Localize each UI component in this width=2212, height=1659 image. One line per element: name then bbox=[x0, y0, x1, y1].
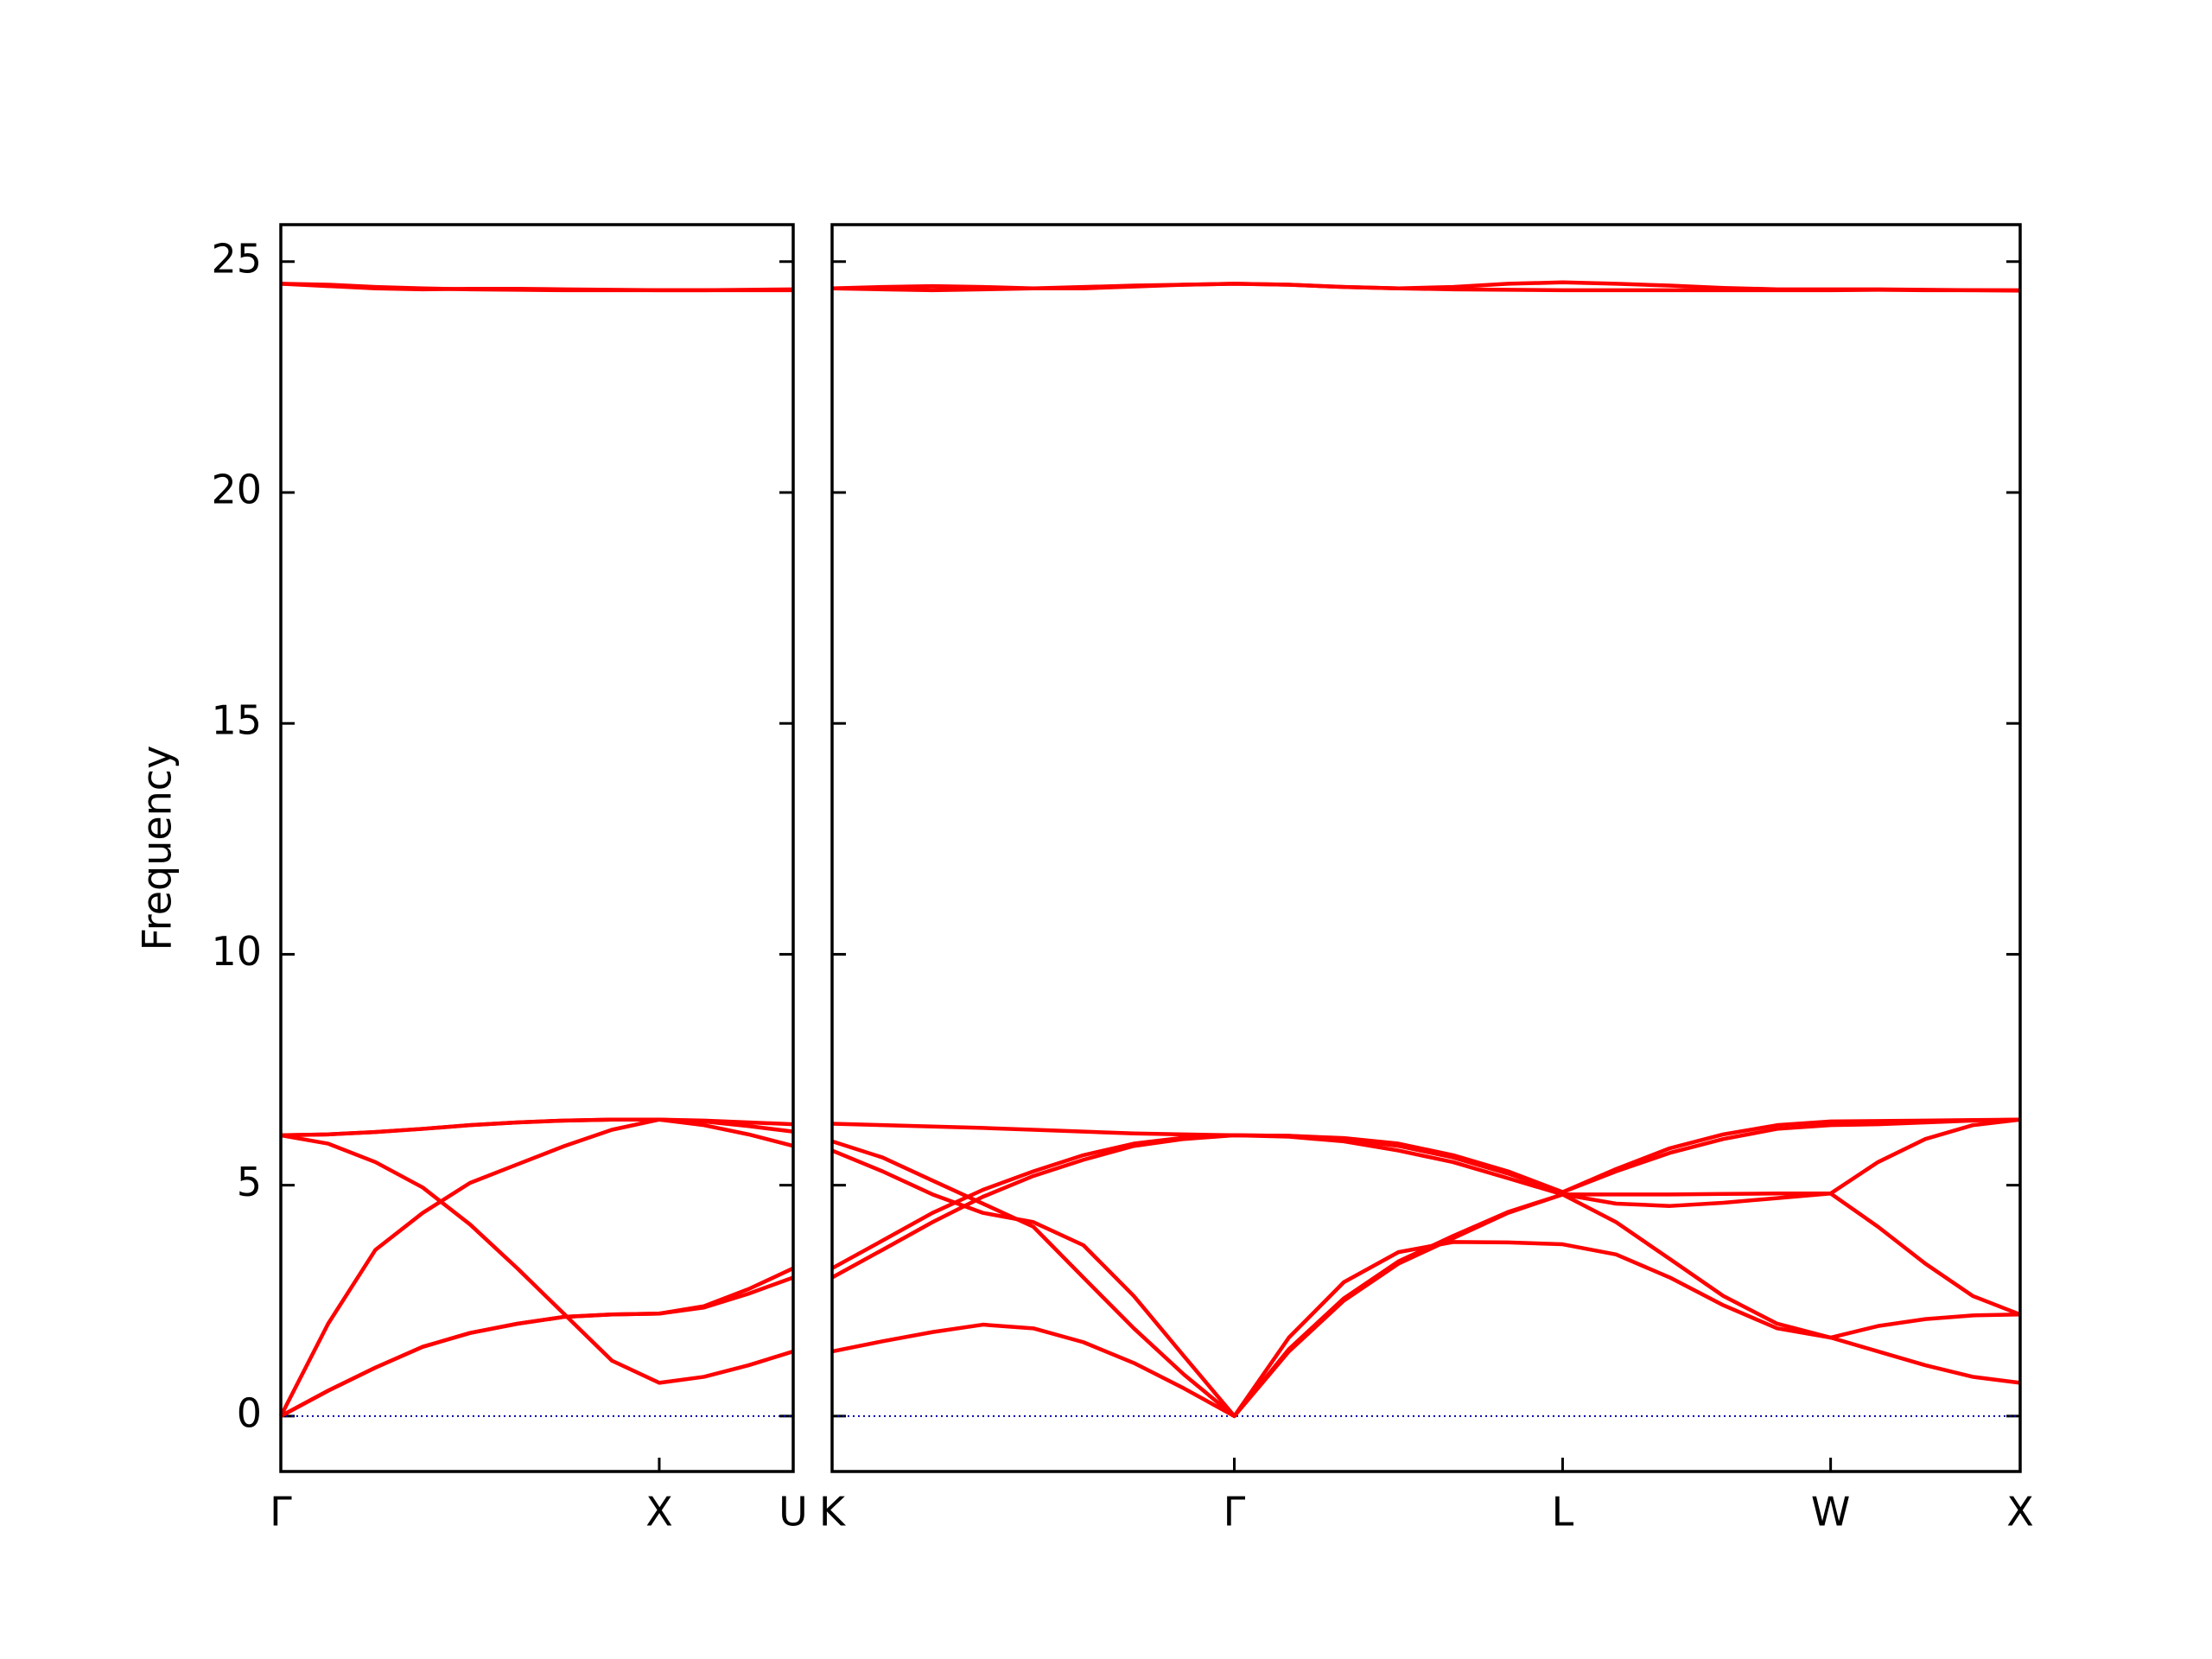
band-line bbox=[280, 282, 793, 293]
x-tick-label: X bbox=[645, 1489, 673, 1535]
band-line bbox=[278, 1117, 794, 1417]
band-line bbox=[280, 1117, 794, 1138]
x-tick-label: Γ bbox=[270, 1489, 292, 1535]
x-tick-label: U bbox=[779, 1489, 808, 1535]
band-line bbox=[279, 1275, 794, 1418]
band-line bbox=[830, 1117, 2021, 1270]
x-tick-label: X bbox=[2006, 1489, 2034, 1535]
y-axis-label: Frequency bbox=[134, 746, 181, 951]
band-line bbox=[280, 1133, 794, 1385]
y-tick-label: 15 bbox=[211, 697, 262, 744]
y-tick-label: 5 bbox=[237, 1159, 262, 1205]
band-line bbox=[831, 1117, 2021, 1194]
axes-frame bbox=[830, 223, 2022, 1473]
y-tick-label: 25 bbox=[211, 235, 262, 282]
x-tick-label: L bbox=[1552, 1489, 1574, 1535]
y-tick-label: 0 bbox=[237, 1389, 262, 1436]
y-tick-label: 20 bbox=[211, 466, 262, 512]
axes-frame bbox=[279, 223, 795, 1473]
x-tick-label: K bbox=[819, 1489, 847, 1535]
x-tick-label: Γ bbox=[1224, 1489, 1246, 1535]
band-line bbox=[830, 1117, 2021, 1280]
band-line bbox=[279, 1266, 794, 1418]
band-line bbox=[831, 282, 2021, 293]
x-tick-label: W bbox=[1811, 1489, 1850, 1535]
band-line bbox=[831, 1148, 2021, 1419]
y-tick-label: 10 bbox=[211, 928, 262, 975]
band-line bbox=[831, 1240, 2021, 1419]
band-line bbox=[831, 1139, 2021, 1419]
